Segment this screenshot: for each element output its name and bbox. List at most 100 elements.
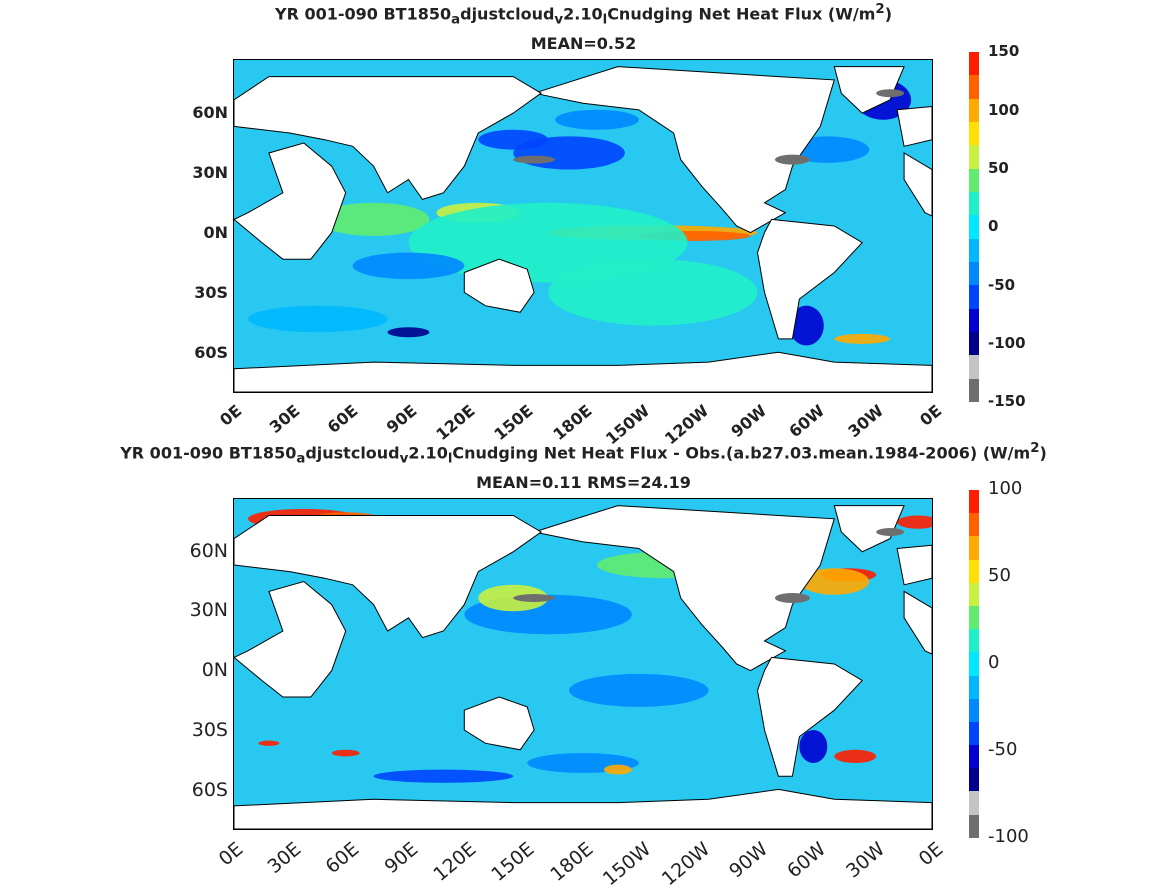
- flux-anomaly-patch: [548, 259, 758, 326]
- masked-region: [774, 154, 810, 165]
- land-mass: [234, 580, 347, 698]
- flux-anomaly-patch: [331, 749, 360, 757]
- colorbar-segment: [969, 285, 979, 309]
- flux-anomaly-patch: [799, 730, 828, 763]
- colorbar-tick-label: -50: [988, 275, 1016, 294]
- masked-region: [513, 155, 556, 164]
- flux-anomaly-patch: [834, 333, 891, 344]
- y-tick-label: 30N: [189, 599, 228, 622]
- flux-anomaly-patch: [478, 129, 549, 150]
- colorbar-segment: [969, 629, 979, 653]
- colorbar-tick-label: 0: [988, 652, 1000, 674]
- chart-2-map-panel: [233, 498, 933, 830]
- flux-anomaly-patch: [247, 305, 388, 333]
- colorbar-tick-label: -100: [988, 826, 1029, 848]
- chart-1-map-panel: [233, 59, 933, 393]
- flux-anomaly-patch: [555, 109, 639, 130]
- chart-2-subtitle: MEAN=0.11 RMS=24.19: [476, 473, 691, 492]
- colorbar-gradient: [969, 52, 979, 402]
- land-mass: [756, 656, 863, 777]
- colorbar-segment: [969, 721, 979, 746]
- x-tick-label: 0E: [914, 838, 948, 871]
- x-tick-label: 90E: [380, 838, 423, 879]
- x-tick-label: 90W: [727, 401, 771, 442]
- colorbar-segment: [969, 355, 979, 379]
- y-tick-label: 0N: [203, 223, 228, 243]
- colorbar-gradient: [969, 490, 979, 838]
- colorbar-tick-label: 100: [988, 100, 1020, 119]
- flux-anomaly-patch: [834, 749, 877, 763]
- land-mass: [833, 505, 905, 553]
- x-tick-label: 60W: [783, 838, 831, 883]
- colorbar-segment: [969, 308, 979, 332]
- flux-anomaly-patch: [569, 673, 709, 707]
- colorbar-segment: [969, 745, 979, 769]
- flux-anomaly-patch: [387, 327, 430, 338]
- colorbar-segment: [969, 652, 979, 676]
- y-tick-label: 30N: [192, 162, 228, 182]
- flux-anomaly-patch: [788, 305, 824, 346]
- land-mass: [903, 590, 932, 655]
- colorbar-segment: [969, 814, 979, 838]
- x-tick-label: 0E: [214, 838, 248, 871]
- y-tick-label: 60N: [192, 102, 228, 122]
- colorbar-segment: [969, 191, 979, 216]
- colorbar-segment: [969, 98, 979, 122]
- flux-anomaly-patch: [317, 202, 430, 236]
- x-tick-label: 0E: [916, 401, 946, 430]
- x-tick-label: 90E: [382, 401, 421, 437]
- flux-anomaly-patch: [897, 515, 932, 529]
- y-tick-label: 0N: [201, 659, 228, 682]
- land-mass: [234, 788, 932, 829]
- colorbar-segment: [969, 768, 979, 792]
- colorbar-segment: [969, 698, 979, 722]
- land-mass: [234, 351, 932, 392]
- colorbar-tick-label: 50: [988, 565, 1011, 587]
- y-tick-label: 30S: [191, 719, 228, 741]
- colorbar-segment: [969, 536, 979, 560]
- colorbar-tick-label: -150: [988, 392, 1026, 411]
- land-mass: [234, 76, 543, 200]
- y-tick-label: 30S: [194, 283, 228, 303]
- x-tick-label: 180E: [546, 838, 598, 886]
- land-mass: [463, 258, 535, 313]
- x-tick-label: 150E: [487, 838, 539, 886]
- land-mass: [903, 152, 932, 217]
- colorbar-segment: [969, 559, 979, 583]
- colorbar-segment: [969, 605, 979, 630]
- colorbar-segment: [969, 238, 979, 262]
- y-tick-label: 60S: [191, 778, 228, 801]
- x-tick-label: 0E: [216, 401, 246, 430]
- colorbar-tick-label: 50: [988, 158, 1009, 177]
- colorbar-segment: [969, 513, 979, 537]
- colorbar-segment: [969, 582, 979, 606]
- colorbar-tick-label: 100: [988, 478, 1023, 500]
- x-tick-label: 120E: [429, 838, 481, 886]
- y-tick-label: 60N: [189, 539, 228, 562]
- x-tick-label: 150W: [599, 838, 656, 890]
- colorbar-tick-label: -50: [988, 739, 1018, 761]
- x-tick-label: 120E: [432, 401, 479, 445]
- land-mass: [756, 218, 863, 340]
- flux-anomaly-patch: [478, 584, 549, 612]
- land-mass: [896, 105, 932, 147]
- chart-1-title: YR 001-090 BT1850adjustcloudv2.10lCnudgi…: [274, 2, 892, 28]
- x-tick-label: 150E: [490, 401, 537, 445]
- x-tick-label: 60E: [324, 401, 362, 437]
- colorbar-segment: [969, 121, 979, 146]
- colorbar-segment: [969, 261, 979, 286]
- x-tick-label: 90W: [725, 838, 773, 883]
- x-tick-label: 120W: [657, 838, 714, 890]
- colorbar-tick-label: 150: [988, 42, 1020, 61]
- x-tick-label: 180E: [549, 401, 596, 445]
- land-mass: [532, 66, 835, 234]
- colorbar-segment: [969, 168, 979, 192]
- masked-region: [513, 594, 556, 602]
- colorbar-tick-label: 0: [988, 217, 999, 236]
- colorbar-segment: [969, 378, 979, 402]
- flux-anomaly-patch: [373, 769, 514, 783]
- y-tick-label: 60S: [194, 343, 228, 363]
- colorbar-segment: [969, 215, 979, 239]
- colorbar-segment: [969, 331, 979, 356]
- chart-2-title: YR 001-090 BT1850adjustcloudv2.10lCnudgi…: [120, 441, 1047, 467]
